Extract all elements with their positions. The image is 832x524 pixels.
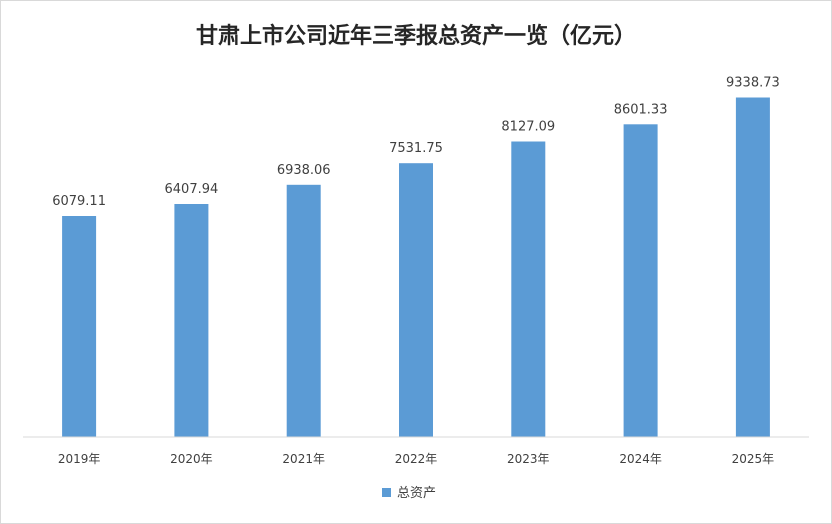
- x-tick-label-0: 2019年: [58, 452, 101, 466]
- data-label-6: 9338.73: [726, 76, 780, 91]
- bar-1: [174, 204, 209, 437]
- x-tick-label-3: 2022年: [395, 452, 438, 466]
- data-labels: 6079.11 6407.94 6938.06 7531.75 8127.09 8601.…: [52, 76, 780, 210]
- data-label-4: 8127.09: [501, 120, 555, 135]
- x-tick-label-4: 2023年: [507, 452, 550, 466]
- data-label-1: 6407.94: [165, 182, 219, 197]
- x-tick-label-2: 2021年: [282, 452, 325, 466]
- bar-6: [735, 97, 770, 437]
- bar-2: [286, 184, 321, 437]
- bar-series: [62, 97, 770, 438]
- x-tick-label-1: 2020年: [170, 452, 213, 466]
- bar-0: [62, 216, 97, 437]
- data-label-3: 7531.75: [389, 141, 443, 156]
- chart-title: 甘肃上市公司近年三季报总资产一览（亿元）: [196, 23, 636, 49]
- bar-4: [511, 141, 546, 437]
- legend-swatch: [382, 488, 391, 497]
- x-tick-label-5: 2024年: [619, 452, 662, 466]
- x-tick-label-6: 2025年: [732, 452, 775, 466]
- data-label-5: 8601.33: [614, 102, 668, 117]
- bar-3: [399, 163, 433, 437]
- data-label-0: 6079.11: [52, 194, 106, 209]
- bar-5: [623, 124, 658, 438]
- legend-label: 总资产: [397, 486, 436, 501]
- legend: 总资产: [382, 486, 436, 501]
- data-label-2: 6938.06: [277, 163, 331, 178]
- x-axis-tick-labels: 2019年 2020年 2021年 2022年 2023年 2024年 2025年: [58, 452, 774, 466]
